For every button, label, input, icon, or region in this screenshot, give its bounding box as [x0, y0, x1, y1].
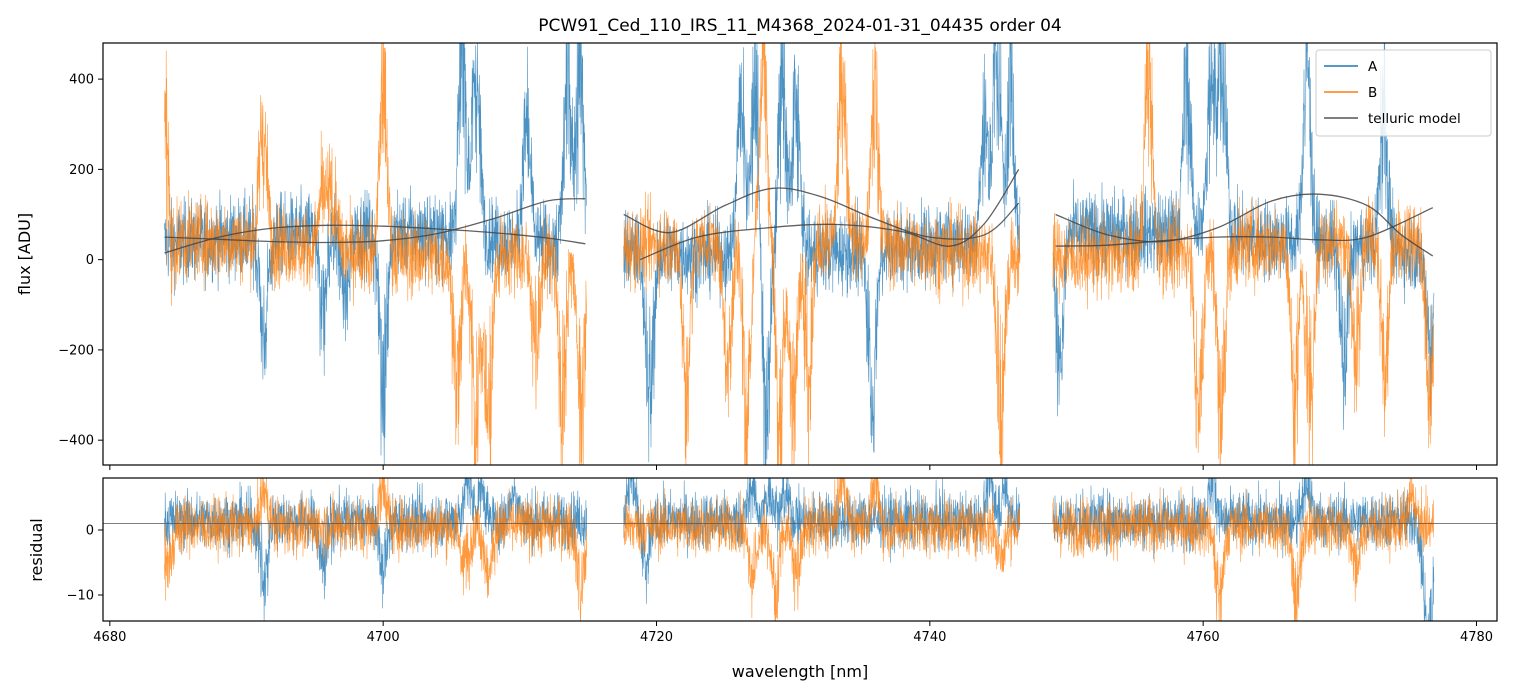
- main-axes-frame: [102, 42, 1498, 466]
- residual-axes: −10 0 4680 4700 4720 4740 4760 4780: [67, 524, 1493, 646]
- series-telluric-model-curve-1: [164, 198, 586, 244]
- residual-x-tick-label: 4740: [913, 630, 946, 645]
- main-plot-area: [164, 43, 1435, 465]
- series-b-segment-3: [1052, 478, 1435, 621]
- series-a-segment-1: [164, 478, 587, 621]
- chart-title: PCW91_Ced_110_IRS_11_M4368_2024-01-31_04…: [538, 16, 1061, 36]
- legend: A B telluric model: [1315, 49, 1492, 137]
- legend-label-telluric: telluric model: [1368, 111, 1461, 127]
- residual-y-tick-label: 0: [86, 524, 94, 539]
- residual-plot-area: [103, 478, 1497, 621]
- residual-x-tick-label: 4720: [640, 630, 673, 645]
- series-telluric-model-curve-6: [1055, 207, 1434, 247]
- residual-axes-frame: [102, 477, 1498, 622]
- residual-x-tick-label: 4780: [1460, 630, 1493, 645]
- residual-y-tick-label: −10: [67, 589, 94, 604]
- main-y-tick-label: −200: [58, 343, 94, 358]
- main-y-tick-label: −400: [58, 434, 94, 449]
- series-b-segment-1: [164, 478, 587, 621]
- x-axis-label: wavelength [nm]: [732, 662, 869, 681]
- main-y-axis-label: flux [ADU]: [15, 213, 34, 295]
- legend-label-a: A: [1368, 59, 1378, 75]
- legend-label-b: B: [1368, 85, 1377, 101]
- series-b-segment-3: [1052, 43, 1435, 465]
- series-a-segment-3: [1052, 478, 1435, 621]
- main-y-tick-label: 400: [69, 73, 94, 88]
- residual-y-axis-label: residual: [27, 518, 46, 581]
- main-y-tick-label: 0: [86, 253, 94, 268]
- series-b-segment-2: [623, 43, 1021, 465]
- series-telluric-model-curve-2: [164, 224, 586, 254]
- main-y-tick-label: 200: [69, 163, 94, 178]
- legend-box: [1315, 49, 1492, 137]
- main-axes: −400 −200 0 200 400: [58, 73, 1477, 470]
- residual-x-tick-label: 4700: [367, 630, 400, 645]
- series-b-segment-2: [623, 478, 1021, 621]
- series-telluric-model-curve-4: [639, 169, 1020, 261]
- residual-x-tick-label: 4680: [93, 630, 126, 645]
- series-b-segment-1: [164, 43, 587, 465]
- residual-x-tick-label: 4760: [1187, 630, 1220, 645]
- series-telluric-model-curve-5: [1055, 193, 1434, 257]
